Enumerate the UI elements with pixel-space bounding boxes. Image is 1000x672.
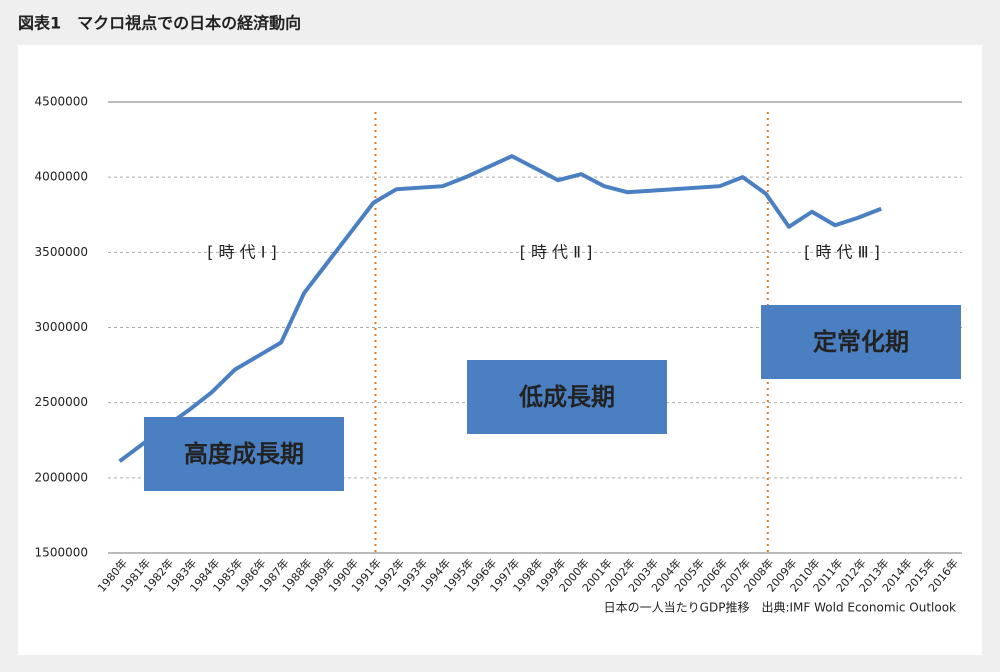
y-tick-label: 1500000 [35,546,88,560]
era-label: [ 時 代 Ⅱ ] [520,243,593,262]
phase-label: 定常化期 [813,328,909,356]
y-tick-label: 2000000 [35,470,88,484]
phase-box [467,360,667,434]
phase-box [144,417,344,491]
source-note: 日本の一人当たりGDP推移 出典:IMF Wold Economic Outlo… [604,601,956,615]
era-label: [ 時 代 Ⅰ ] [207,243,277,262]
y-tick-label: 3000000 [35,320,88,334]
y-tick-label: 4500000 [35,95,88,109]
phase-box [761,305,961,379]
era-label: [ 時 代 Ⅲ ] [804,243,880,262]
y-tick-label: 4000000 [35,170,88,184]
chart-title: 図表1 マクロ視点での日本の経済動向 [18,14,301,33]
y-tick-label: 3500000 [35,245,88,259]
data-line [118,154,882,463]
y-tick-label: 2500000 [35,395,88,409]
phase-label: 低成長期 [518,383,615,411]
phase-label: 高度成長期 [184,440,304,468]
